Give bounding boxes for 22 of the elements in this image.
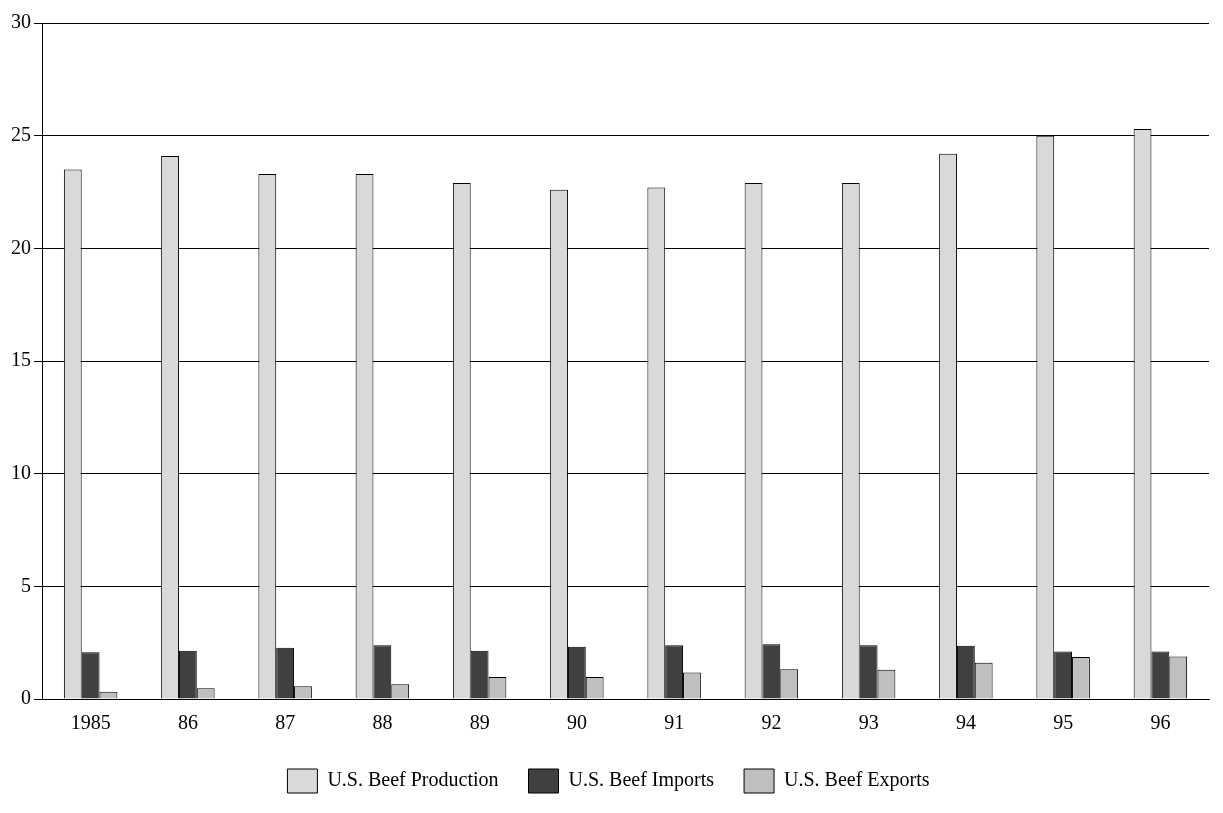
x-tick-label: 86: [177, 711, 198, 734]
x-tick-label: 88: [372, 711, 393, 734]
legend-label: U.S. Beef Production: [327, 768, 499, 791]
y-tick-label: 20: [11, 235, 31, 258]
x-tick-label: 92: [761, 711, 782, 734]
x-tick-label: 90: [566, 711, 587, 734]
y-tick-label: 25: [11, 122, 31, 145]
x-tick-label: 87: [275, 711, 296, 734]
x-tick-label: 94: [955, 711, 976, 734]
x-tick-label: 91: [664, 711, 685, 734]
legend-label: U.S. Beef Imports: [568, 768, 715, 792]
y-tick-label: 30: [11, 10, 31, 33]
y-tick-label: 0: [21, 686, 31, 709]
y-tick-label: 10: [11, 460, 31, 483]
x-tick-label: 95: [1053, 711, 1074, 734]
y-tick-label: 15: [11, 348, 31, 371]
x-tick-label: 96: [1150, 711, 1171, 734]
y-tick-label: 5: [21, 573, 31, 596]
x-tick-label: 89: [469, 711, 490, 734]
x-tick-label: 1985: [70, 711, 111, 734]
legend-label: U.S. Beef Exports: [784, 768, 930, 792]
x-tick-label: 93: [858, 711, 879, 734]
